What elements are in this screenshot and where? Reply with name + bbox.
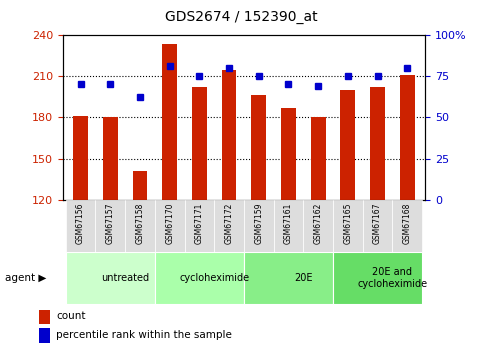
FancyBboxPatch shape (96, 200, 125, 252)
Text: GSM67172: GSM67172 (225, 203, 234, 244)
FancyBboxPatch shape (125, 200, 155, 252)
Text: GSM67157: GSM67157 (106, 203, 115, 244)
Bar (73, 116, 88, 200)
Text: GSM67158: GSM67158 (136, 203, 144, 244)
FancyBboxPatch shape (244, 200, 273, 252)
FancyBboxPatch shape (333, 200, 363, 252)
FancyBboxPatch shape (333, 252, 422, 304)
Text: 20E: 20E (294, 273, 313, 283)
Bar (400, 75, 414, 200)
Text: 20E and
cycloheximide: 20E and cycloheximide (357, 267, 427, 288)
Bar (222, 70, 237, 200)
FancyBboxPatch shape (214, 200, 244, 252)
Text: percentile rank within the sample: percentile rank within the sample (56, 330, 232, 339)
Bar (39, 328, 50, 343)
Text: GSM67156: GSM67156 (76, 203, 85, 244)
Text: GSM67165: GSM67165 (343, 203, 352, 244)
Text: agent ▶: agent ▶ (5, 273, 46, 283)
Bar (103, 117, 118, 200)
Bar (192, 87, 207, 200)
Text: GDS2674 / 152390_at: GDS2674 / 152390_at (165, 10, 318, 24)
FancyBboxPatch shape (185, 200, 214, 252)
FancyBboxPatch shape (363, 200, 392, 252)
Text: GSM67161: GSM67161 (284, 203, 293, 244)
Bar (311, 117, 326, 200)
Bar (132, 171, 147, 200)
FancyBboxPatch shape (244, 252, 333, 304)
Bar (162, 44, 177, 200)
Text: count: count (56, 311, 85, 321)
Text: GSM67159: GSM67159 (254, 203, 263, 244)
FancyBboxPatch shape (66, 200, 96, 252)
FancyBboxPatch shape (273, 200, 303, 252)
Bar (370, 87, 385, 200)
Text: GSM67171: GSM67171 (195, 203, 204, 244)
Text: GSM67162: GSM67162 (313, 203, 323, 244)
FancyBboxPatch shape (66, 252, 155, 304)
Text: cycloheximide: cycloheximide (179, 273, 249, 283)
Text: GSM67170: GSM67170 (165, 203, 174, 244)
FancyBboxPatch shape (155, 252, 244, 304)
FancyBboxPatch shape (155, 200, 185, 252)
Bar (251, 95, 266, 200)
Text: GSM67168: GSM67168 (403, 203, 412, 244)
Text: GSM67167: GSM67167 (373, 203, 382, 244)
Bar (341, 90, 355, 200)
FancyBboxPatch shape (392, 200, 422, 252)
FancyBboxPatch shape (303, 200, 333, 252)
Text: untreated: untreated (101, 273, 149, 283)
Bar (39, 310, 50, 324)
Bar (281, 108, 296, 200)
